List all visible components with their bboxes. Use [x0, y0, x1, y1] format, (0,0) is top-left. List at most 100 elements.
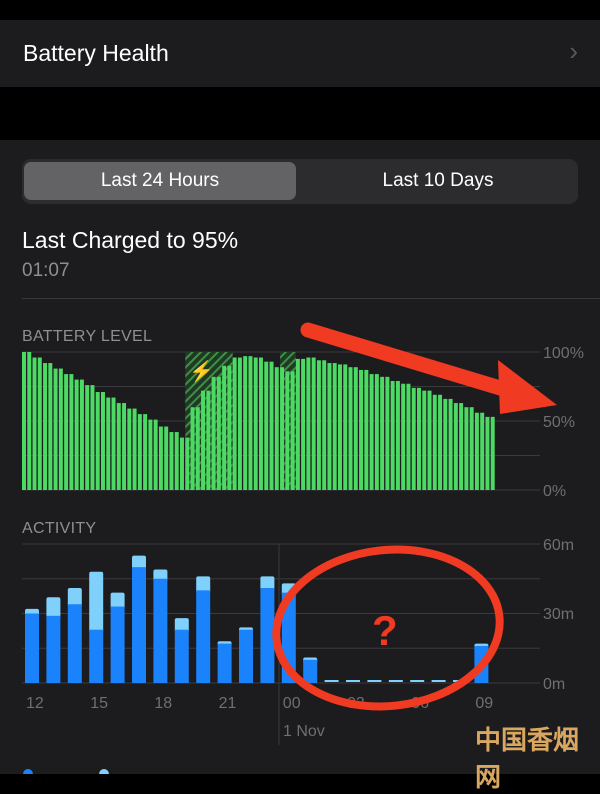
battery-bar — [359, 369, 364, 490]
battery-bar — [427, 390, 432, 490]
battery-bar — [74, 379, 79, 490]
last-charged-time: 01:07 — [22, 260, 70, 281]
battery-bar — [374, 374, 379, 490]
battery-bar — [232, 357, 237, 490]
battery-bar — [311, 357, 316, 490]
battery-bar — [443, 398, 448, 490]
red-circle-annotation — [272, 545, 504, 711]
battery-bar — [79, 379, 84, 490]
activity-title: ACTIVITY — [22, 520, 97, 537]
x-tick-label: 12 — [26, 695, 44, 712]
tab-last-24-hours[interactable]: Last 24 Hours — [24, 162, 296, 200]
legend-screen-on-dot — [23, 769, 33, 774]
battery-bar — [259, 357, 263, 490]
last-charged-title: Last Charged to 95% — [22, 227, 239, 253]
x-tick-label: 00 — [283, 695, 301, 712]
battery-bar — [58, 368, 63, 490]
battery-bar — [401, 383, 406, 490]
activity-bar-screen-on — [303, 659, 318, 683]
battery-bar — [448, 398, 453, 490]
battery-bar — [348, 367, 353, 490]
battery-bar — [64, 374, 69, 490]
battery-usage-card: Last 24 Hours Last 10 Days Last Charged … — [0, 140, 600, 774]
activity-bar-screen-off — [260, 576, 275, 592]
battery-bar — [438, 394, 443, 490]
battery-bar — [480, 412, 485, 490]
battery-bar — [295, 358, 300, 490]
battery-bar — [211, 376, 216, 490]
legend — [23, 769, 109, 774]
battery-bar — [417, 387, 421, 490]
tab-last-10-days[interactable]: Last 10 Days — [382, 170, 494, 191]
battery-bar — [390, 380, 395, 490]
activity-bar-empty — [388, 680, 403, 682]
legend-screen-off-dot — [99, 769, 109, 774]
battery-bar — [490, 416, 495, 490]
battery-tick-50: 50% — [543, 414, 575, 431]
battery-bar — [385, 376, 390, 490]
battery-bar — [53, 368, 58, 490]
battery-bar — [469, 407, 474, 490]
battery-bar — [132, 408, 137, 490]
battery-health-row[interactable]: Battery Health › — [0, 20, 600, 87]
activity-bar-screen-on — [110, 606, 125, 683]
battery-bar — [169, 432, 174, 490]
x-tick-label: 21 — [219, 695, 237, 712]
battery-bar — [95, 392, 100, 490]
battery-bar — [422, 390, 427, 490]
activity-bar-screen-off — [67, 588, 82, 608]
battery-bar — [216, 376, 221, 490]
battery-bar — [290, 371, 295, 490]
activity-bar-empty — [346, 680, 360, 682]
activity-tick-0: 0m — [543, 676, 565, 693]
battery-bar — [222, 365, 227, 490]
battery-bar — [395, 380, 400, 490]
activity-bar-screen-off — [89, 571, 104, 633]
activity-bar-screen-on — [217, 643, 232, 683]
battery-bar — [343, 364, 348, 490]
battery-bar — [90, 385, 95, 490]
battery-bar — [274, 367, 279, 490]
activity-bar-empty — [367, 680, 382, 682]
activity-bar-screen-on — [46, 615, 61, 683]
battery-bar — [332, 363, 337, 490]
battery-bar — [201, 390, 206, 490]
activity-bar-empty — [324, 680, 339, 682]
charts: ⚡ 100% 50% 0% 60m 30m 0m 12 15 18 21 00 03 06 0… — [22, 322, 584, 774]
battery-bar — [127, 408, 132, 490]
battery-bar — [453, 403, 458, 490]
battery-health-label: Battery Health — [23, 40, 169, 66]
battery-tick-100: 100% — [543, 345, 584, 362]
x-tick-label: 09 — [475, 695, 493, 712]
battery-bar — [69, 374, 74, 490]
battery-bar — [190, 407, 195, 490]
battery-bar — [285, 371, 290, 490]
battery-bar — [253, 357, 258, 490]
battery-bar — [369, 374, 374, 490]
activity-bar-screen-on — [89, 629, 104, 683]
activity-bar-screen-on — [132, 567, 146, 683]
battery-bar — [158, 426, 163, 490]
battery-bar — [43, 363, 48, 490]
battery-bar — [164, 426, 169, 490]
battery-bar — [48, 363, 53, 490]
battery-bar — [122, 403, 127, 490]
battery-level-title: BATTERY LEVEL — [22, 328, 153, 345]
battery-bar — [37, 357, 42, 490]
activity-bar-screen-off — [132, 555, 146, 571]
battery-tick-0: 0% — [543, 483, 566, 500]
battery-bar — [327, 363, 332, 490]
activity-bar-screen-on — [196, 590, 211, 683]
battery-bar — [101, 392, 105, 490]
battery-bar — [316, 360, 321, 490]
activity-bar-screen-off — [110, 592, 125, 610]
battery-bar — [85, 385, 90, 490]
battery-bar — [353, 367, 358, 490]
battery-bar — [306, 357, 311, 490]
activity-tick-60: 60m — [543, 537, 574, 554]
battery-bar — [116, 403, 121, 490]
activity-bar-screen-off — [196, 576, 211, 594]
battery-bar — [32, 357, 37, 490]
divider — [22, 298, 600, 299]
battery-bar — [322, 360, 327, 490]
